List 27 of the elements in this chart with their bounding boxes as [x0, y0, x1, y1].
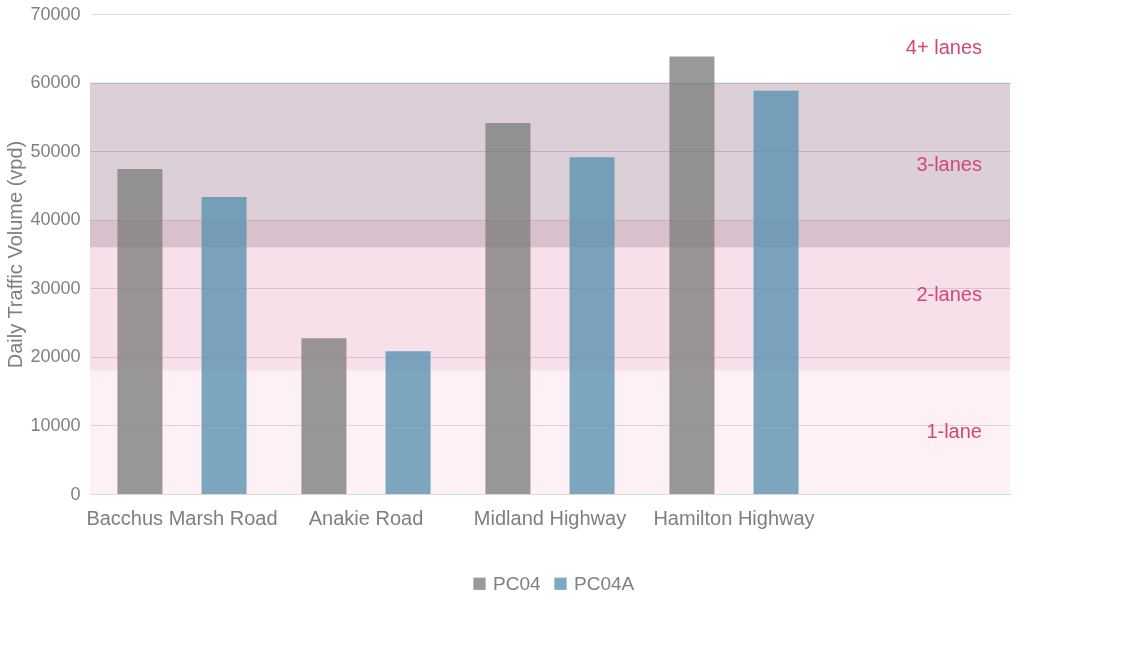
bar [201, 197, 247, 494]
y-tick-label: 40000 [30, 209, 81, 230]
x-tick-label: Midland Highway [473, 506, 627, 529]
x-tick-label: Bacchus Marsh Road [86, 506, 278, 529]
y-tick-label: 70000 [30, 3, 81, 24]
legend-label: PC04A [574, 572, 635, 594]
y-axis-title: Daily Traffic Volume (vpd) [4, 140, 27, 369]
bar [753, 90, 799, 494]
y-tick-label: 30000 [30, 277, 81, 298]
bar [669, 56, 715, 494]
y-tick-label: 10000 [30, 414, 81, 435]
bar [385, 351, 431, 494]
y-tick-label: 0 [70, 483, 81, 504]
y-tick-label: 50000 [30, 140, 81, 161]
band-label: 2-lanes [916, 283, 982, 306]
x-tick-label: Hamilton Highway [653, 506, 815, 529]
band-label: 1-lane [926, 420, 982, 443]
bar [301, 338, 347, 494]
band-label: 3-lanes [916, 152, 982, 175]
band-label: 4+ lanes [905, 36, 982, 59]
bar [117, 168, 163, 494]
bar [485, 123, 531, 494]
x-tick-label: Anakie Road [308, 506, 424, 529]
y-tick-label: 60000 [30, 72, 81, 93]
legend-label: PC04 [493, 572, 541, 594]
y-tick-label: 20000 [30, 346, 81, 367]
bar [569, 157, 615, 494]
